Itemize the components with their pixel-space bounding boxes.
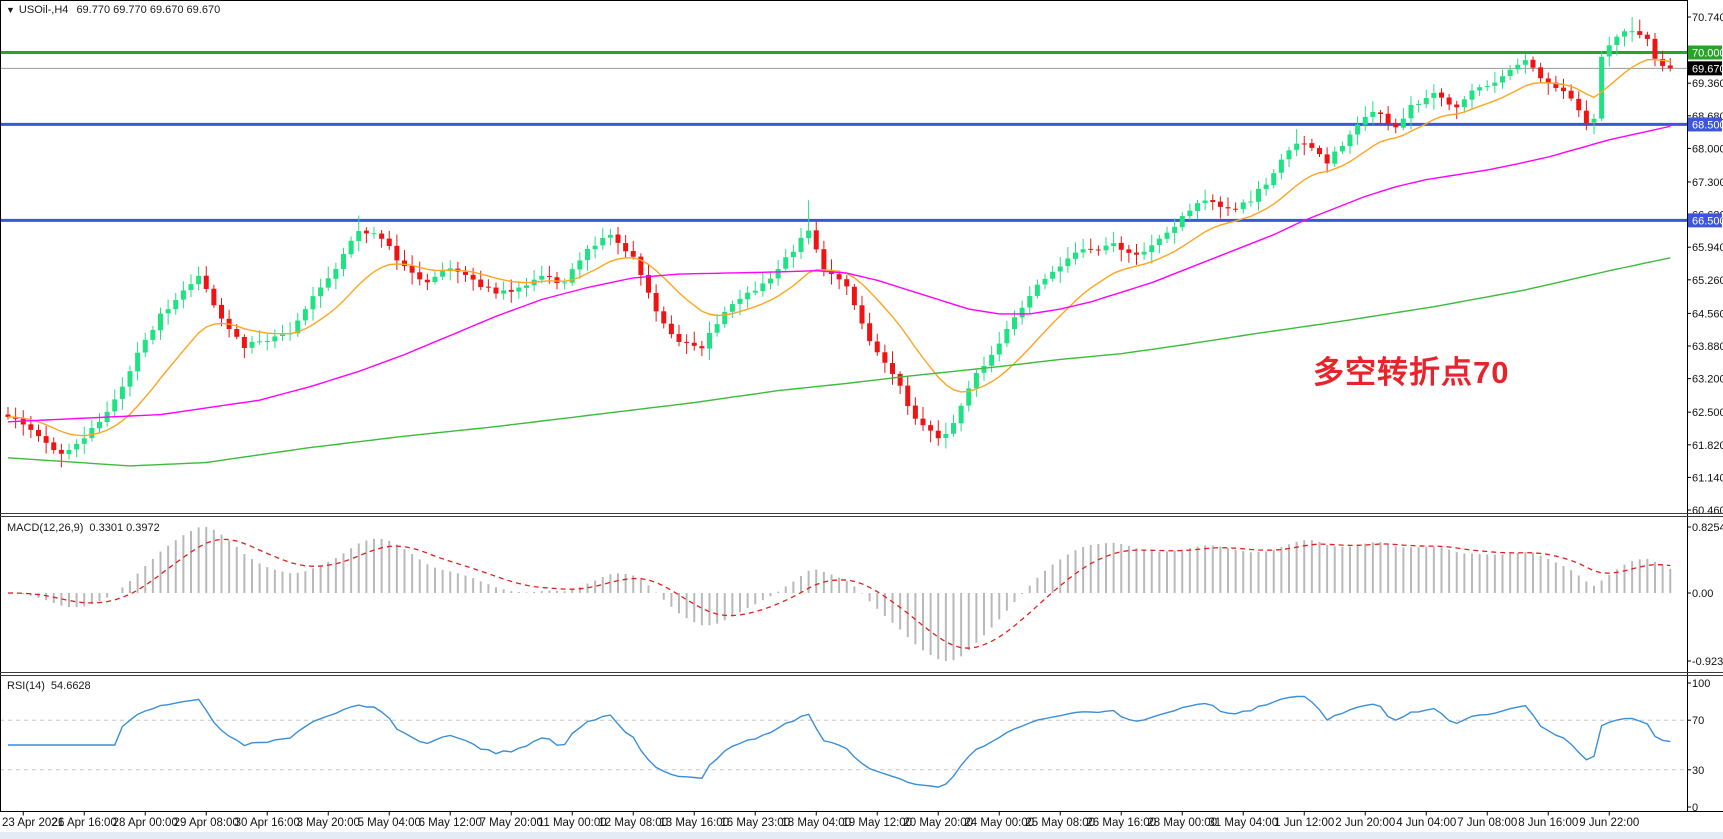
svg-text:64.560: 64.560 [1692,308,1723,320]
svg-text:7 Jun 08:00: 7 Jun 08:00 [1457,817,1517,829]
svg-text:70.740: 70.740 [1692,12,1723,24]
svg-text:-0.9234: -0.9234 [1692,656,1723,668]
svg-text:30: 30 [1692,765,1704,777]
svg-text:11 May 00:00: 11 May 00:00 [538,817,607,829]
svg-text:9 Jun 22:00: 9 Jun 22:00 [1579,817,1639,829]
svg-text:0.00: 0.00 [1692,588,1713,600]
svg-text:29 Apr 08:00: 29 Apr 08:00 [174,817,239,829]
svg-text:66.500: 66.500 [1692,215,1723,227]
svg-text:26 May 16:00: 26 May 16:00 [1086,817,1156,829]
svg-text:1 Jun 12:00: 1 Jun 12:00 [1274,817,1334,829]
svg-text:19 May 12:00: 19 May 12:00 [842,817,912,829]
macd-pane: 0.8254 0.00 -0.9234 [14,522,1723,668]
svg-text:3 May 20:00: 3 May 20:00 [297,817,360,829]
svg-text:23 Apr 2021: 23 Apr 2021 [2,817,64,829]
svg-text:100: 100 [1692,678,1710,690]
svg-text:70.000: 70.000 [1692,47,1723,59]
macd-indicator-label: MACD(12,26,9) 0.3301 0.3972 [7,522,166,534]
svg-text:7 May 20:00: 7 May 20:00 [480,817,543,829]
svg-text:28 May 00:00: 28 May 00:00 [1147,817,1217,829]
svg-text:62.500: 62.500 [1692,407,1723,419]
svg-text:8 Jun 16:00: 8 Jun 16:00 [1518,817,1578,829]
svg-text:6 May 12:00: 6 May 12:00 [419,817,482,829]
svg-text:0: 0 [1692,802,1698,814]
svg-text:24 May 00:00: 24 May 00:00 [964,817,1034,829]
mid-ma-line [7,125,1671,423]
rsi-indicator-label: RSI(14) 54.6628 [7,680,97,692]
svg-text:4 Jun 04:00: 4 Jun 04:00 [1396,817,1456,829]
bottom-strip [0,832,1723,839]
svg-text:68.000: 68.000 [1692,143,1723,155]
svg-text:69.670: 69.670 [1692,63,1723,75]
fast-ma-line [7,58,1671,437]
svg-text:28 Apr 00:00: 28 Apr 00:00 [113,817,178,829]
svg-text:67.300: 67.300 [1692,177,1723,189]
svg-text:63.880: 63.880 [1692,341,1723,353]
chart-annotation-text[interactable]: 多空转折点70 [1313,355,1510,390]
collapse-chart-icon[interactable]: ▼ [6,5,15,15]
quote-ohlc-values: 69.770 69.770 69.670 69.670 [76,4,221,16]
macd-signal-line [7,538,1671,649]
svg-text:18 May 04:00: 18 May 04:00 [781,817,851,829]
rsi-line [8,695,1671,788]
svg-text:63.200: 63.200 [1692,374,1723,386]
svg-text:2 Jun 20:00: 2 Jun 20:00 [1335,817,1395,829]
macd-name: MACD(12,26,9) [7,522,84,534]
svg-text:30 Apr 16:00: 30 Apr 16:00 [235,817,300,829]
svg-text:26 Apr 16:00: 26 Apr 16:00 [52,817,117,829]
svg-text:25 May 08:00: 25 May 08:00 [1025,817,1095,829]
price-axis[interactable]: 70.74069.36068.68068.00067.30066.62065.9… [1687,12,1723,517]
svg-text:13 May 16:00: 13 May 16:00 [659,817,729,829]
rsi-current-value: 54.6628 [50,680,91,692]
svg-text:68.500: 68.500 [1692,119,1723,131]
slow-ma-line [7,257,1671,467]
svg-text:69.360: 69.360 [1692,78,1723,90]
svg-text:31 May 04:00: 31 May 04:00 [1208,817,1278,829]
svg-text:61.140: 61.140 [1692,472,1723,484]
svg-text:65.940: 65.940 [1692,242,1723,254]
svg-text:61.820: 61.820 [1692,440,1723,452]
svg-text:65.260: 65.260 [1692,275,1723,287]
svg-text:20 May 20:00: 20 May 20:00 [903,817,973,829]
svg-text:5 May 04:00: 5 May 04:00 [358,817,421,829]
symbol-quote-bar: ▼ USOil-,H4 69.770 69.770 69.670 69.670 [6,4,220,16]
rsi-pane: 100 70 30 0 [0,678,1710,814]
rsi-name: RSI(14) [7,680,45,692]
svg-text:70: 70 [1692,715,1704,727]
svg-text:12 May 08:00: 12 May 08:00 [598,817,668,829]
candles [5,17,1673,468]
svg-text:60.460: 60.460 [1692,505,1723,517]
svg-text:16 May 23:00: 16 May 23:00 [720,817,790,829]
svg-text:0.8254: 0.8254 [1692,522,1723,534]
symbol-timeframe-label: USOil-,H4 [18,4,69,16]
macd-current-values: 0.3301 0.3972 [89,522,160,534]
